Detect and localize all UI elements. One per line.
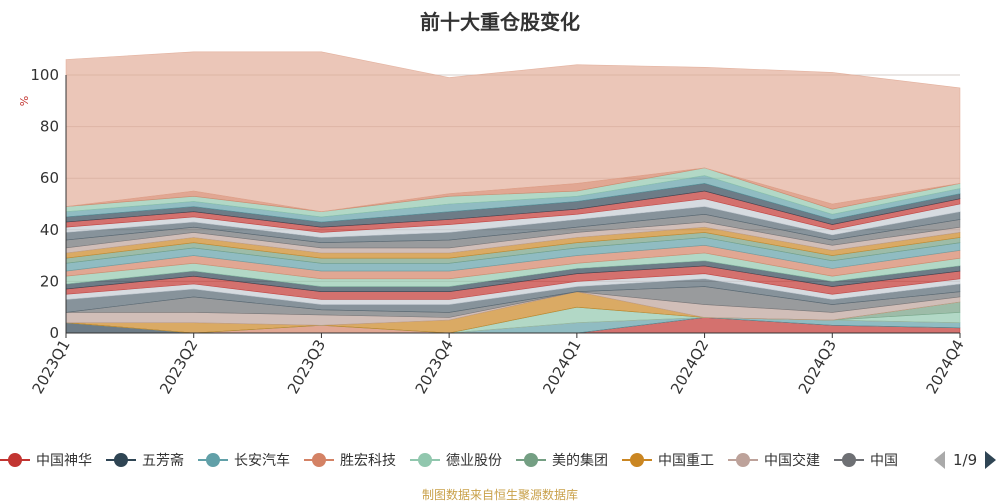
stacked-area-chart: 0 20 40 60 80 100 2023Q1 2023Q2 2023Q3 2023Q4 2024…: [18, 51, 968, 398]
legend-label: 中国交建: [764, 453, 820, 469]
legend-item[interactable]: 五芳斋: [106, 447, 184, 473]
legend-marker-icon: [0, 453, 30, 467]
legend-prev-page-button[interactable]: [934, 451, 945, 469]
legend-item[interactable]: 长安汽车: [198, 447, 290, 473]
legend: 中国神华 五芳斋 长安汽车 胜宏科技 德业股份 美的集团 中国重工 中国交建 中国: [0, 447, 930, 473]
legend-item[interactable]: 中国交建: [728, 447, 820, 473]
legend-marker-icon: [410, 453, 440, 467]
legend-label: 美的集团: [552, 453, 608, 469]
legend-label: 德业股份: [446, 453, 502, 469]
y-tick-label: 60: [40, 169, 59, 187]
series-area-27: [65, 51, 961, 213]
legend-marker-icon: [304, 453, 334, 467]
legend-item[interactable]: 美的集团: [516, 447, 608, 473]
legend-page-indicator: 1/9: [953, 451, 978, 469]
x-tick-label: 2023Q3: [284, 337, 329, 398]
legend-marker-icon: [728, 453, 758, 467]
legend-marker-icon: [198, 453, 228, 467]
legend-item[interactable]: 中国神华: [0, 447, 92, 473]
legend-label: 中国: [870, 453, 898, 469]
legend-label: 长安汽车: [234, 453, 290, 469]
legend-label: 中国重工: [658, 453, 714, 469]
y-tick-label: 0: [49, 324, 59, 342]
legend-label: 五芳斋: [142, 453, 184, 469]
legend-item[interactable]: 中国: [834, 447, 898, 473]
legend-label: 胜宏科技: [340, 453, 396, 469]
y-axis-unit-label: %: [18, 96, 31, 106]
legend-marker-icon: [622, 453, 652, 467]
legend-item[interactable]: 中国重工: [622, 447, 714, 473]
x-tick-label: 2024Q1: [539, 337, 584, 398]
chart-title: 前十大重仓股变化: [420, 10, 580, 34]
source-note: 制图数据来自恒生聚源数据库: [421, 488, 578, 502]
x-tick-label: 2024Q4: [922, 337, 967, 398]
legend-marker-icon: [106, 453, 136, 467]
legend-item[interactable]: 胜宏科技: [304, 447, 396, 473]
x-tick-label: 2023Q2: [156, 337, 201, 398]
x-tick-label: 2023Q1: [28, 337, 73, 398]
y-tick-label: 100: [30, 66, 59, 84]
area-series: [65, 51, 961, 334]
x-tick-label: 2024Q3: [795, 337, 840, 398]
y-tick-label: 20: [40, 272, 59, 290]
x-tick-label: 2024Q2: [667, 337, 712, 398]
legend-next-page-button[interactable]: [985, 451, 997, 469]
x-tick-label: 2023Q4: [412, 337, 457, 398]
legend-pager: 1/9: [934, 447, 997, 473]
y-tick-label: 80: [40, 118, 59, 136]
legend-label: 中国神华: [36, 453, 92, 469]
y-tick-label: 40: [40, 221, 59, 239]
legend-marker-icon: [834, 453, 864, 467]
legend-item[interactable]: 德业股份: [410, 447, 502, 473]
legend-marker-icon: [516, 453, 546, 467]
